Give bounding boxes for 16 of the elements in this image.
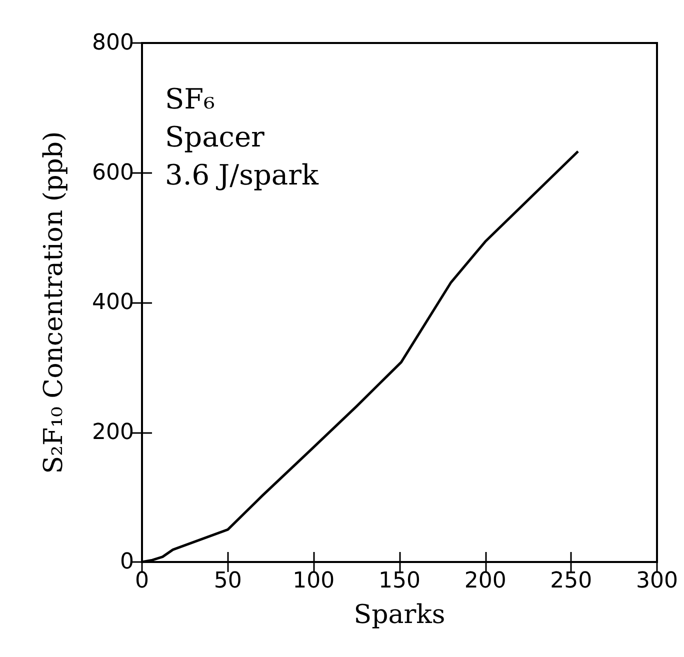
x-tick-label: 300 [636, 568, 678, 594]
y-tick-label: 800 [92, 30, 134, 56]
x-tick-label: 200 [464, 568, 506, 594]
annotation: 3.6 J/spark [165, 158, 320, 192]
y-tick-label: 0 [120, 550, 134, 574]
x-axis-title: Sparks [354, 600, 446, 630]
annotation: Spacer [165, 120, 266, 154]
y-tick-label: 400 [92, 290, 134, 315]
annotation: SF₆ [165, 82, 215, 116]
y-tick-label: 600 [92, 160, 134, 186]
x-tick-label: 50 [214, 568, 242, 594]
x-tick-label: 150 [378, 568, 420, 594]
x-tick-label: 100 [292, 568, 335, 594]
y-axis-title: S₂F₁₀ Concentration (ppb) [39, 131, 69, 474]
x-tick-label: 250 [550, 568, 592, 594]
y-tick-label: 200 [92, 420, 134, 445]
